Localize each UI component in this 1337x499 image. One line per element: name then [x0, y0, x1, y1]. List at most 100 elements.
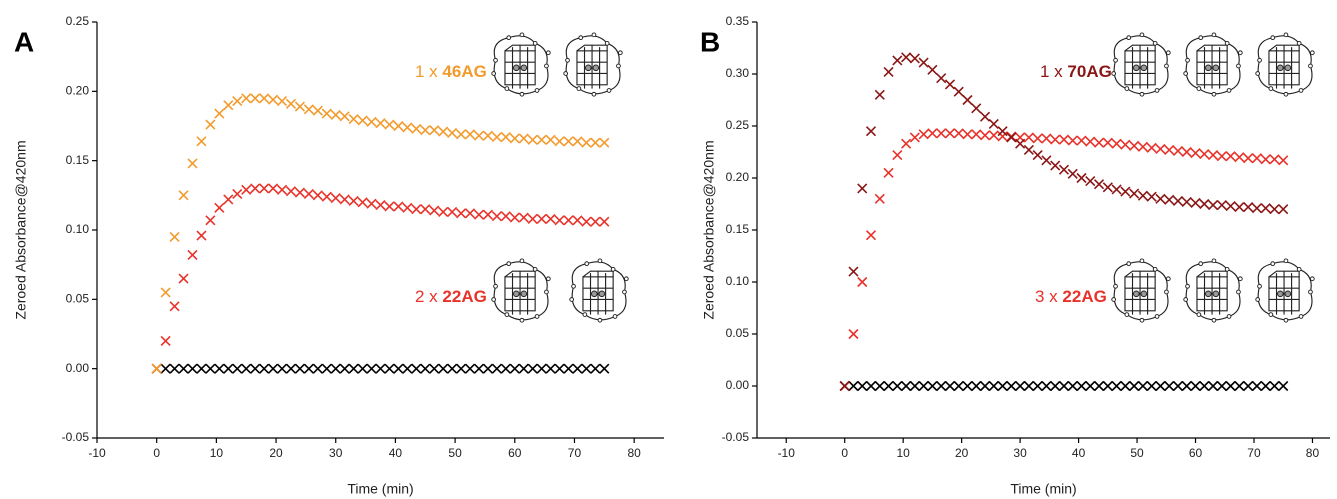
x-marker	[1023, 132, 1034, 143]
series-name: 70AG	[1067, 62, 1111, 81]
series	[151, 93, 610, 374]
x-marker	[581, 216, 592, 227]
x-marker	[223, 363, 234, 374]
x-marker	[1155, 143, 1166, 154]
x-marker	[1093, 380, 1105, 392]
x-marker	[250, 363, 261, 374]
x-marker	[276, 184, 288, 195]
x-marker	[1243, 202, 1254, 213]
chart-panel: -0.05 0.00 0.05 0.10 0.15 0.20 0.25 -10 0 10 20 30 4…	[13, 14, 664, 497]
series-label: 2 x 22AG	[415, 287, 487, 306]
x-marker	[518, 133, 529, 144]
x-marker	[1067, 168, 1078, 179]
x-marker	[979, 130, 991, 141]
x-marker	[393, 120, 404, 132]
x-marker	[294, 187, 305, 198]
series	[839, 128, 1289, 392]
x-marker	[1041, 133, 1052, 144]
x-marker	[874, 380, 885, 392]
x-marker	[500, 211, 511, 222]
x-marker	[1093, 179, 1105, 190]
x-marker	[169, 231, 180, 242]
x-tick-label: 50	[1130, 446, 1144, 460]
x-marker	[447, 363, 458, 374]
x-marker	[1129, 140, 1140, 151]
x-marker	[491, 132, 502, 143]
series-name: 46AG	[442, 62, 486, 81]
x-marker	[1181, 196, 1192, 207]
x-marker	[268, 94, 279, 105]
y-tick-label: 0.00	[726, 378, 750, 392]
x-marker	[482, 130, 493, 141]
x-marker	[1137, 141, 1148, 152]
x-tick-label: 20	[269, 446, 283, 460]
x-marker	[303, 363, 314, 374]
x-marker	[232, 363, 243, 374]
x-marker	[187, 158, 198, 169]
x-marker	[1050, 160, 1061, 171]
x-marker	[339, 194, 350, 205]
x-marker	[1023, 380, 1034, 392]
x-marker	[384, 363, 395, 374]
x-marker	[971, 103, 982, 114]
x-marker	[348, 363, 359, 374]
x-tick-label: 60	[508, 446, 522, 460]
x-marker	[330, 193, 341, 204]
x-marker	[874, 89, 885, 100]
series-multiplier: 3 x	[1035, 287, 1058, 306]
x-marker	[1190, 380, 1201, 392]
x-marker	[988, 118, 999, 129]
x-marker	[1269, 204, 1280, 215]
x-tick-label: 20	[955, 446, 969, 460]
x-marker	[536, 134, 547, 145]
x-marker	[402, 122, 413, 133]
x-tick-label: 80	[627, 446, 641, 460]
x-marker	[214, 202, 225, 213]
x-tick-label: 70	[1247, 446, 1261, 460]
y-tick-label: 0.10	[66, 222, 90, 236]
x-marker	[1111, 184, 1122, 195]
x-marker	[1190, 197, 1201, 209]
x-marker	[321, 191, 332, 202]
x-marker	[953, 86, 964, 97]
x-marker	[918, 380, 929, 392]
x-marker	[250, 183, 261, 194]
x-marker	[883, 380, 894, 392]
x-marker	[411, 123, 422, 134]
x-marker	[438, 363, 449, 374]
y-tick-label: 0.20	[726, 170, 750, 184]
x-marker	[420, 363, 431, 374]
x-marker	[366, 363, 377, 374]
x-marker	[447, 127, 458, 138]
x-marker	[1093, 137, 1105, 148]
x-marker	[473, 130, 485, 141]
x-marker	[1032, 380, 1043, 392]
x-marker	[1164, 380, 1175, 392]
x-marker	[205, 119, 216, 130]
x-marker	[330, 109, 341, 120]
x-marker	[554, 363, 565, 374]
x-tick-label: 40	[1072, 446, 1086, 460]
x-marker	[563, 215, 574, 226]
y-tick-label: 0.10	[726, 274, 750, 288]
x-marker	[1155, 193, 1166, 204]
x-marker	[357, 197, 368, 208]
x-marker	[1137, 190, 1148, 201]
x-marker	[518, 212, 529, 223]
x-marker	[572, 215, 583, 226]
series-label: 1 x 46AG	[415, 62, 487, 81]
x-marker	[456, 363, 467, 374]
x-marker	[330, 363, 341, 374]
series-name: 22AG	[442, 287, 486, 306]
x-marker	[294, 101, 305, 112]
x-marker	[1269, 154, 1280, 165]
x-marker	[509, 212, 520, 223]
x-marker	[901, 380, 912, 392]
x-marker	[944, 79, 956, 90]
x-marker	[456, 129, 467, 140]
x-marker	[953, 128, 964, 139]
x-marker	[518, 363, 529, 374]
x-marker	[536, 363, 547, 374]
x-marker	[892, 55, 903, 66]
x-marker	[848, 328, 859, 340]
